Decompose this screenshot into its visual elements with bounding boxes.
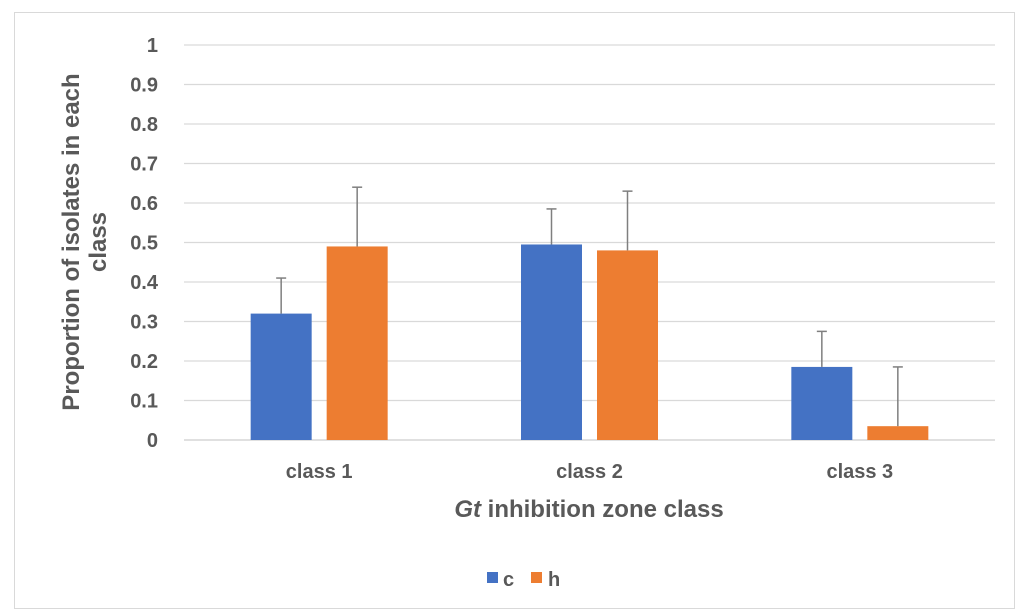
y-axis-title-line: Proportion of isolates in each — [58, 73, 85, 410]
error-bars — [276, 186, 903, 427]
bar-c-2 — [521, 244, 582, 440]
x-axis-title-italic: Gt — [454, 496, 482, 523]
bar-h-2 — [597, 250, 658, 440]
y-tick-label: 0.6 — [130, 193, 158, 215]
x-axis-ticks: class 1 class 2 class 3 — [286, 461, 893, 483]
y-tick-label: 0.1 — [130, 391, 158, 413]
bar-c-1 — [250, 313, 312, 440]
y-tick-label: 0.4 — [130, 272, 159, 294]
y-axis-ticks: 0 0.1 0.2 0.3 0.4 0.5 0.6 0.7 0.8 0.9 1 — [130, 35, 159, 452]
x-tick-label: class 1 — [286, 461, 353, 483]
chart-area — [14, 12, 1015, 609]
x-axis-title: Gt inhibition zone class — [454, 496, 723, 523]
y-tick-label: 1 — [147, 35, 158, 57]
x-axis-title-rest: inhibition zone class — [481, 496, 724, 523]
y-tick-label: 0 — [147, 430, 158, 452]
x-tick-label: class 3 — [826, 461, 893, 483]
y-tick-label: 0.8 — [130, 114, 158, 136]
bar-h-3 — [867, 426, 929, 440]
y-tick-label: 0.2 — [130, 351, 158, 373]
y-tick-label: 0.5 — [130, 233, 158, 255]
y-axis-title: Proportion of isolates in each class — [58, 73, 112, 410]
y-tick-label: 0.9 — [130, 75, 158, 97]
legend-label-h: h — [548, 569, 560, 591]
gridlines — [184, 44, 995, 441]
y-tick-label: 0.7 — [130, 154, 158, 176]
y-tick-label: 0.3 — [130, 312, 158, 334]
bars — [250, 244, 929, 440]
bar-h-1 — [326, 246, 388, 440]
x-tick-label: class 2 — [556, 461, 623, 483]
legend-swatch-h — [531, 572, 542, 583]
bar-c-3 — [791, 366, 853, 440]
legend-label-c: c — [503, 569, 514, 591]
y-axis-title-line: class — [85, 212, 112, 272]
legend-swatch-c — [487, 572, 498, 583]
